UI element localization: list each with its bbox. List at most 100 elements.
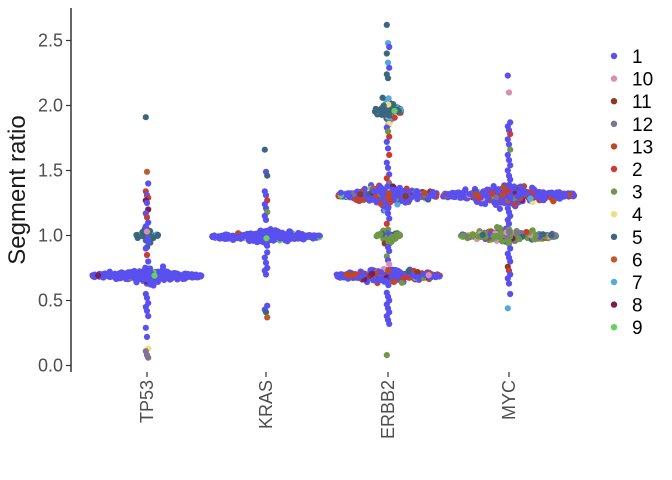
data-point xyxy=(142,114,149,121)
group-erbb2 xyxy=(333,21,443,359)
data-point xyxy=(383,138,390,145)
data-point xyxy=(494,188,501,195)
data-point xyxy=(386,64,393,71)
data-point xyxy=(143,168,151,175)
legend-swatch xyxy=(610,324,618,331)
data-point xyxy=(491,233,498,240)
data-point xyxy=(491,199,498,206)
legend-label: 2 xyxy=(632,160,643,181)
data-point xyxy=(221,231,228,238)
data-point xyxy=(421,189,428,197)
data-point xyxy=(541,190,548,197)
data-point xyxy=(383,175,390,182)
data-point xyxy=(499,192,506,199)
y-tick-label: 1.0 xyxy=(38,226,63,246)
legend-item-8: 8 xyxy=(610,296,643,317)
data-point xyxy=(145,258,152,265)
data-point xyxy=(209,233,216,240)
data-point xyxy=(120,270,127,277)
data-point xyxy=(505,89,513,96)
legend-label: 6 xyxy=(632,250,643,271)
data-point xyxy=(379,94,386,101)
data-point xyxy=(384,75,392,82)
data-point xyxy=(425,194,432,201)
y-tick-label: 1.5 xyxy=(38,161,63,181)
data-point xyxy=(415,273,422,281)
data-point xyxy=(505,157,513,164)
data-point xyxy=(425,271,432,279)
data-point xyxy=(505,220,513,227)
data-point xyxy=(504,72,511,79)
data-point xyxy=(489,189,496,197)
data-point xyxy=(466,190,473,198)
data-point xyxy=(457,194,465,201)
data-point xyxy=(490,182,497,190)
data-point xyxy=(143,228,151,235)
data-point xyxy=(189,271,196,278)
data-point xyxy=(412,190,419,197)
data-point xyxy=(480,191,487,198)
data-point xyxy=(385,194,392,201)
data-point xyxy=(388,233,396,240)
y-axis-ticks: 0.0 0.5 1.0 1.5 2.0 2.5 xyxy=(38,31,71,376)
data-point xyxy=(139,229,146,236)
data-point xyxy=(396,231,403,239)
data-point xyxy=(379,110,386,117)
data-point xyxy=(386,320,393,327)
y-tick-label: 2.0 xyxy=(38,96,63,116)
legend-swatch xyxy=(610,233,618,240)
group-tp53 xyxy=(89,114,205,361)
legend-swatch xyxy=(610,75,618,82)
data-point xyxy=(273,233,280,240)
data-point xyxy=(414,268,421,276)
data-point xyxy=(181,275,188,282)
legend-item-10: 10 xyxy=(610,70,653,91)
legend-label: 1 xyxy=(632,47,643,68)
data-point xyxy=(142,245,149,252)
data-point xyxy=(380,102,387,109)
legend-label: 8 xyxy=(632,296,643,317)
data-point xyxy=(532,232,539,240)
data-point xyxy=(496,205,504,212)
legend-swatch xyxy=(610,188,618,195)
data-point xyxy=(492,194,500,201)
data-point xyxy=(474,191,481,199)
data-point xyxy=(507,146,514,153)
y-tick-label: 0.5 xyxy=(38,291,63,311)
data-point xyxy=(258,228,266,235)
data-point xyxy=(383,220,390,227)
data-point xyxy=(459,232,466,239)
x-axis-ticks: TP53 KRAS ERBB2 MYC xyxy=(137,372,519,439)
data-point xyxy=(507,176,514,183)
data-point xyxy=(143,251,151,259)
data-point xyxy=(142,223,149,230)
legend-swatch xyxy=(610,98,618,105)
legend-swatch xyxy=(610,278,618,286)
data-point xyxy=(163,269,170,276)
legend-item-1: 1 xyxy=(610,47,643,68)
data-point xyxy=(383,21,390,28)
data-point xyxy=(142,324,149,331)
data-point xyxy=(109,273,117,280)
data-point xyxy=(386,261,393,268)
legend-swatch xyxy=(610,301,618,308)
legend-label: 10 xyxy=(632,70,653,91)
legend-swatch xyxy=(610,52,618,60)
data-point xyxy=(156,269,163,276)
data-point xyxy=(516,192,523,199)
data-point xyxy=(357,273,364,280)
legend-label: 4 xyxy=(632,205,643,226)
data-point xyxy=(386,215,393,222)
data-point xyxy=(371,108,379,115)
data-point xyxy=(357,191,364,198)
data-point xyxy=(386,43,393,51)
data-point xyxy=(145,269,152,276)
data-point xyxy=(137,272,144,280)
legend-item-13: 13 xyxy=(610,137,653,158)
data-point xyxy=(154,231,162,239)
data-point xyxy=(504,275,511,282)
legend-swatch xyxy=(610,256,618,263)
data-point xyxy=(507,290,514,298)
y-axis-title: Segment ratio xyxy=(4,115,31,264)
data-point xyxy=(143,199,151,207)
